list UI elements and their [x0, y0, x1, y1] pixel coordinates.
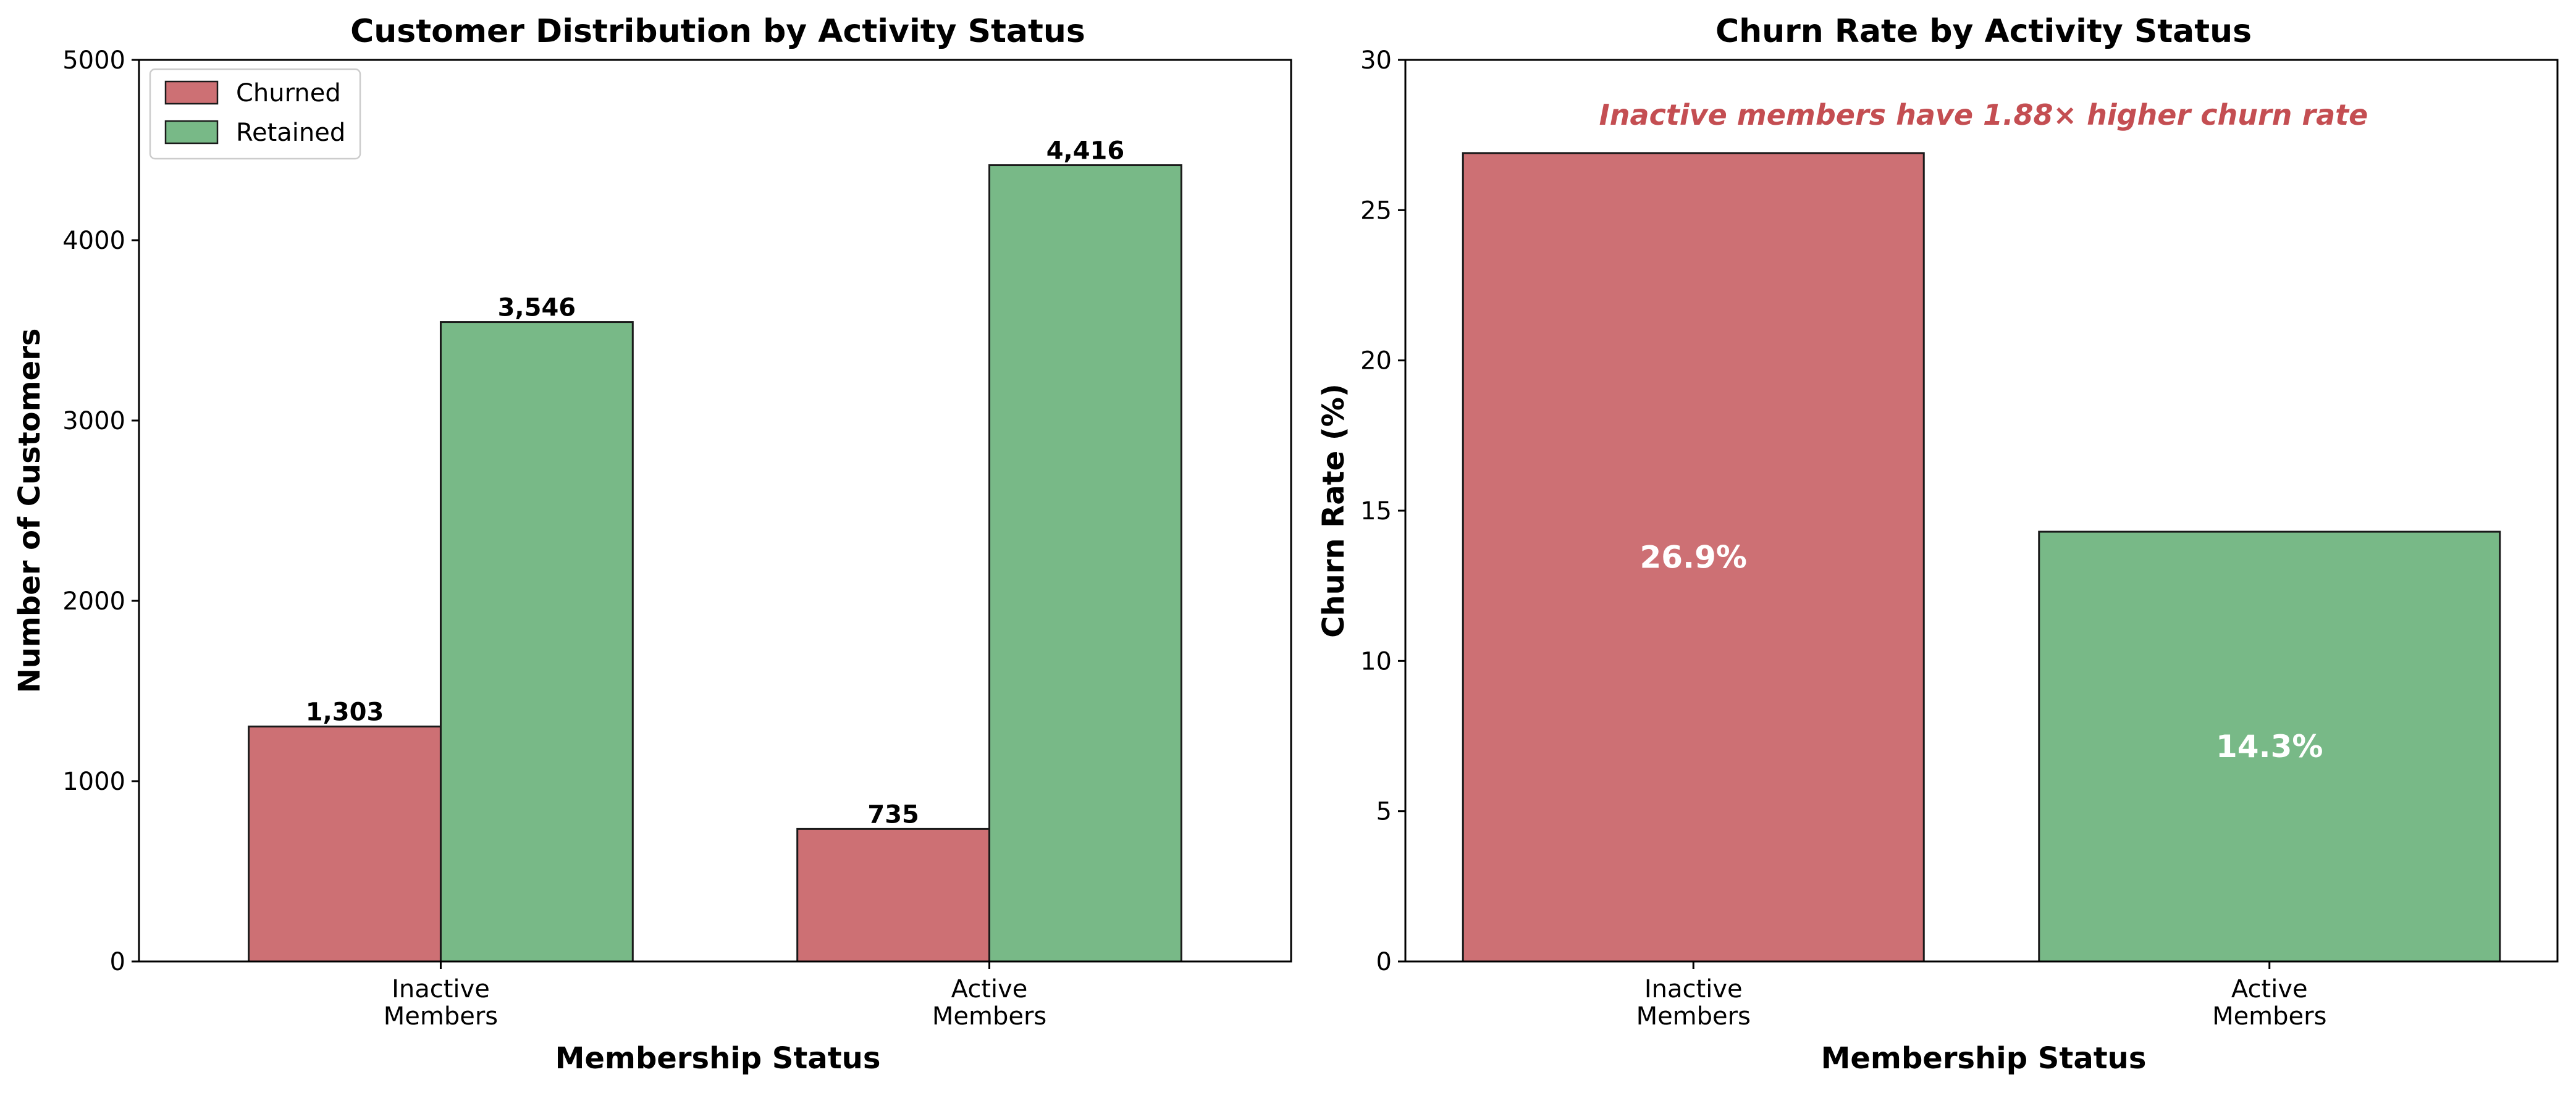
y-axis-label: Churn Rate (%)	[1316, 383, 1351, 638]
y-axis-ticks: 0 5 10 15 20 25 30	[1360, 46, 1405, 976]
chart-customer-distribution: Customer Distribution by Activity Status…	[12, 13, 1292, 1076]
data-label: 14.3%	[2216, 729, 2323, 764]
y-tick-label: 10	[1360, 647, 1392, 676]
chart-title: Customer Distribution by Activity Status	[350, 13, 1085, 50]
y-tick-label: 20	[1360, 347, 1392, 375]
x-tick-label: Active	[2231, 975, 2308, 1003]
y-axis-ticks: 0 1000 2000 3000 4000 5000	[62, 46, 139, 976]
x-tick-label: Members	[384, 1002, 498, 1031]
bar-retained-0	[439, 321, 634, 963]
x-axis-label: Membership Status	[1821, 1041, 2147, 1076]
y-tick-label: 0	[110, 948, 125, 976]
legend-swatch-churned	[164, 80, 219, 105]
chart-title: Churn Rate by Activity Status	[1715, 13, 2252, 50]
chart-churn-rate: Churn Rate by Activity Status 0 5 10 15 20 25…	[1316, 13, 2559, 1076]
x-tick-label: Active	[951, 975, 1028, 1003]
y-tick-label: 5	[1376, 798, 1392, 826]
data-label: 3,546	[498, 294, 576, 322]
legend-label-retained: Retained	[236, 119, 345, 147]
x-tick-label: Inactive	[1644, 975, 1743, 1003]
y-tick-label: 4000	[62, 227, 125, 255]
bars: 26.9% 14.3%	[1462, 152, 2501, 963]
plot-frame	[1404, 59, 2559, 963]
bars: 1,303 735 3,546 4,416	[248, 137, 1182, 963]
annotation-text: Inactive members have 1.88× higher churn…	[1599, 98, 2368, 132]
y-tick-label: 25	[1360, 196, 1392, 225]
y-tick-label: 15	[1360, 497, 1392, 526]
legend-swatch-retained	[164, 120, 219, 144]
y-tick-label: 5000	[62, 46, 125, 75]
data-label: 4,416	[1046, 137, 1125, 165]
x-tick-label: Members	[1636, 1002, 1751, 1031]
data-label: 1,303	[306, 698, 384, 727]
x-tick-label: Members	[932, 1002, 1046, 1031]
y-axis-label: Number of Customers	[12, 329, 47, 693]
bar-churned-1	[796, 827, 991, 963]
legend-label-churned: Churned	[236, 79, 341, 107]
y-tick-label: 0	[1376, 948, 1392, 976]
data-label: 735	[867, 800, 919, 829]
y-tick-label: 3000	[62, 407, 125, 435]
bar-0	[1462, 152, 1925, 963]
x-tick-label: Inactive	[392, 975, 490, 1003]
y-tick-label: 30	[1360, 46, 1392, 75]
x-tick-label: Members	[2212, 1002, 2326, 1031]
x-axis-label: Membership Status	[555, 1041, 881, 1076]
y-tick-label: 2000	[62, 587, 125, 616]
bar-retained-1	[988, 164, 1182, 963]
y-tick-label: 1000	[62, 768, 125, 796]
plot-frame	[138, 59, 1292, 963]
legend: Churned Retained	[149, 68, 361, 160]
data-label: 26.9%	[1640, 539, 1747, 575]
bar-churned-0	[248, 726, 442, 963]
